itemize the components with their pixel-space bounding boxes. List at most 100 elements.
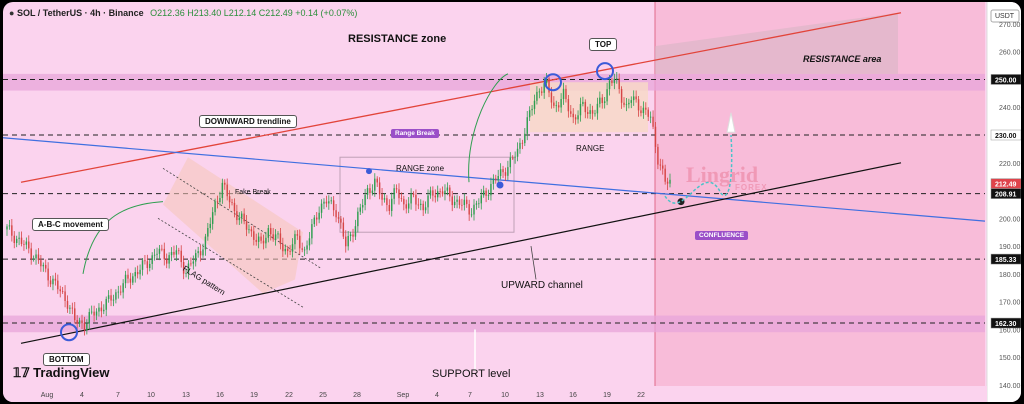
candle-body bbox=[468, 204, 470, 215]
candle-body bbox=[112, 299, 115, 301]
candle-body bbox=[141, 260, 144, 270]
candle-body bbox=[204, 236, 207, 250]
candle-body bbox=[340, 218, 342, 223]
candle-body bbox=[555, 105, 557, 107]
candle-body bbox=[98, 307, 100, 312]
tradingview-logo[interactable]: 𝟙𝟟 TradingView bbox=[13, 365, 110, 381]
candle-body bbox=[565, 88, 567, 100]
candle-body bbox=[156, 253, 158, 255]
price-label-box bbox=[990, 74, 1021, 85]
candle-body bbox=[330, 200, 332, 202]
candle-body bbox=[458, 199, 461, 205]
candle-body bbox=[236, 211, 238, 221]
candle-body bbox=[257, 236, 260, 242]
candle-body bbox=[524, 133, 526, 144]
candle-body bbox=[337, 217, 340, 219]
candle-body bbox=[620, 89, 623, 103]
y-tick-label: 270.00 bbox=[999, 22, 1021, 29]
candle-body bbox=[562, 88, 565, 100]
candle-body bbox=[8, 225, 11, 227]
x-tick-label: 25 bbox=[319, 392, 327, 399]
candle-body bbox=[209, 223, 211, 228]
candle-body bbox=[11, 225, 13, 236]
candle-body bbox=[405, 204, 407, 209]
candle-body bbox=[608, 80, 611, 90]
candle-body bbox=[594, 113, 596, 115]
x-tick-label: 28 bbox=[353, 392, 361, 399]
x-tick-label: 16 bbox=[569, 392, 577, 399]
candle-body bbox=[422, 203, 424, 211]
candle-body bbox=[195, 253, 197, 262]
candle-body bbox=[44, 264, 47, 269]
candle-body bbox=[427, 195, 429, 208]
candle-body bbox=[553, 102, 555, 106]
candle-body bbox=[272, 234, 274, 240]
candle-body bbox=[185, 272, 187, 274]
candle-body bbox=[645, 107, 647, 110]
range-break-label: Range Break bbox=[391, 129, 439, 138]
candle-body bbox=[250, 229, 253, 232]
watermark-logo: Lingrid bbox=[686, 162, 759, 187]
candle-body bbox=[69, 307, 71, 309]
candle-body bbox=[345, 236, 347, 247]
candle-body bbox=[197, 251, 199, 254]
candle-body bbox=[320, 203, 323, 213]
x-tick-label: 22 bbox=[285, 392, 293, 399]
candle-body bbox=[233, 202, 236, 212]
candle-body bbox=[93, 311, 95, 316]
downward-trendline-label: DOWNWARD trendline bbox=[199, 115, 297, 128]
candle-body bbox=[202, 249, 204, 256]
support-level-label: SUPPORT level bbox=[432, 368, 511, 380]
candle-body bbox=[158, 248, 161, 254]
candle-body bbox=[579, 103, 582, 116]
candle-body bbox=[659, 164, 662, 166]
candle-body bbox=[207, 227, 209, 237]
candle-body bbox=[495, 178, 497, 181]
candle-body bbox=[144, 260, 146, 262]
candle-body bbox=[308, 238, 311, 246]
candle-body bbox=[480, 195, 482, 204]
candle-body bbox=[66, 300, 69, 309]
y-tick-label: 240.00 bbox=[999, 105, 1021, 112]
candle-body bbox=[13, 235, 15, 243]
candle-body bbox=[163, 248, 166, 260]
candle-body bbox=[497, 176, 499, 181]
x-tick-label: 4 bbox=[435, 392, 439, 399]
candle-body bbox=[378, 182, 381, 195]
x-tick-label: 7 bbox=[116, 392, 120, 399]
candle-body bbox=[453, 201, 456, 206]
candle-body bbox=[6, 226, 8, 230]
candle-body bbox=[587, 112, 589, 114]
price-chart[interactable]: USDT 140.00 150.00 160.00 170.00 180.00 190.00… bbox=[3, 2, 1021, 402]
candle-body bbox=[398, 189, 400, 199]
candle-body bbox=[403, 198, 405, 205]
candle-body bbox=[153, 254, 156, 256]
candle-body bbox=[548, 78, 550, 93]
candle-body bbox=[47, 268, 49, 281]
candle-body bbox=[95, 311, 98, 316]
candle-body bbox=[386, 198, 388, 206]
zone-band-1 bbox=[3, 315, 985, 333]
candle-body bbox=[420, 203, 422, 205]
candle-body bbox=[637, 99, 640, 111]
candle-body bbox=[666, 181, 669, 184]
symbol-label[interactable]: SOL / TetherUS · 4h · Binance bbox=[16, 8, 144, 18]
candle-body bbox=[335, 210, 337, 218]
y-tick-label: 180.00 bbox=[999, 272, 1021, 279]
candle-body bbox=[311, 224, 313, 239]
candle-body bbox=[88, 312, 90, 324]
candle-body bbox=[533, 100, 536, 109]
candle-body bbox=[354, 226, 357, 237]
target-star-icon bbox=[726, 112, 736, 133]
chart-card[interactable]: USDT 140.00 150.00 160.00 170.00 180.00 190.00… bbox=[3, 2, 1021, 402]
candle-body bbox=[35, 254, 37, 259]
candle-body bbox=[371, 190, 374, 194]
candle-body bbox=[231, 202, 233, 203]
candle-body bbox=[107, 295, 110, 299]
candle-body bbox=[49, 280, 52, 285]
candle-body bbox=[664, 168, 666, 182]
candle-body bbox=[611, 80, 613, 84]
candle-body bbox=[451, 196, 453, 206]
candle-body bbox=[86, 323, 88, 331]
tradingview-icon: 𝟙𝟟 bbox=[13, 365, 34, 380]
